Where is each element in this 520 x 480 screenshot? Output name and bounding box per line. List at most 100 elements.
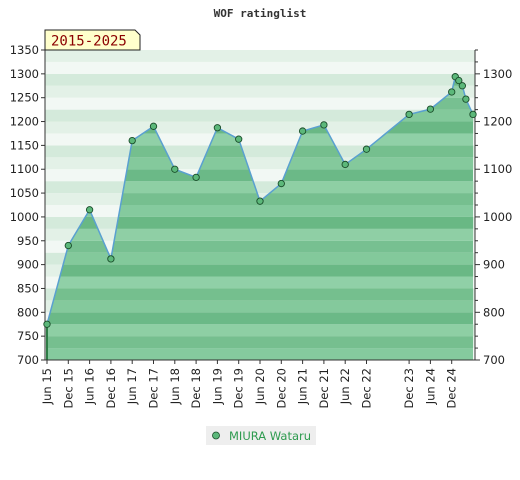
period-badge-label: 2015-2025 (51, 34, 127, 50)
x-tick-label: Jun 16 (83, 368, 97, 405)
data-point (405, 110, 413, 119)
area-band (47, 240, 473, 253)
background-band (45, 85, 475, 98)
x-tick-label: Jun 22 (338, 368, 352, 405)
background-band (45, 145, 475, 158)
y-tick-label-left: 950 (17, 234, 39, 248)
data-point (277, 179, 285, 188)
y-tick-label-left: 800 (17, 305, 39, 319)
x-tick-label: Dec 15 (61, 368, 75, 409)
data-point (192, 173, 200, 181)
x-tick-label: Jun 20 (253, 368, 267, 405)
x-tick-label: Dec 18 (189, 368, 203, 409)
legend-label: MIURA Wataru (229, 429, 311, 443)
data-point (341, 160, 349, 169)
legend-box (206, 426, 316, 445)
y-tick-label-right: 1200 (483, 115, 512, 129)
x-tick-label: Jun 24 (423, 368, 437, 405)
area-band (47, 264, 473, 277)
x-tick-label: Dec 24 (445, 368, 459, 409)
background-band (45, 169, 475, 182)
data-point (256, 197, 264, 205)
y-tick-label-left: 1250 (10, 91, 39, 105)
data-point (320, 121, 328, 129)
data-point (213, 124, 222, 132)
data-point (469, 110, 477, 119)
y-tick-label-right: 1300 (483, 67, 512, 81)
data-point (362, 145, 371, 153)
area-band (47, 312, 473, 325)
legend-marker (212, 431, 220, 440)
data-point (448, 88, 456, 96)
area-band (47, 324, 473, 337)
data-point (64, 241, 72, 250)
y-tick-label-right: 800 (483, 305, 505, 319)
y-tick-label-left: 850 (17, 281, 39, 295)
legend[interactable]: MIURA Wataru (206, 426, 316, 445)
background-band (45, 157, 475, 170)
x-tick-label: Dec 16 (104, 368, 118, 409)
area-band (47, 300, 473, 313)
series-markers (43, 73, 477, 328)
data-point (298, 127, 307, 135)
x-tick-label: Dec 19 (232, 368, 246, 409)
data-point (107, 255, 115, 263)
x-tick-label: Jun 18 (168, 368, 182, 405)
background-band (45, 181, 475, 194)
y-tick-label-left: 900 (17, 258, 39, 272)
y-axis-left: 700 750 800 850 900 950 1000 1050 1100 1150 1200 12… (10, 43, 45, 367)
area-band (47, 348, 473, 360)
background-band (45, 73, 475, 86)
data-point (455, 76, 463, 85)
data-point (128, 136, 136, 145)
background-band (45, 133, 475, 146)
area-band (47, 252, 473, 265)
area-band (47, 288, 473, 301)
background-band (45, 61, 475, 74)
x-tick-label: Dec 17 (147, 368, 161, 409)
y-tick-label-right: 900 (483, 258, 505, 272)
area-band (47, 276, 473, 289)
area-band (47, 205, 473, 217)
x-tick-label: Jun 15 (40, 368, 54, 405)
x-tick-label: Dec 21 (317, 368, 331, 409)
data-point (85, 206, 94, 214)
y-tick-label-left: 1300 (10, 67, 39, 81)
data-point (462, 95, 470, 103)
y-tick-label-left: 750 (17, 329, 39, 343)
y-tick-label-right: 1000 (483, 210, 512, 224)
y-axis-right: 700 800 900 1000 1100 1200 1300 (475, 49, 512, 367)
area-band (47, 216, 473, 229)
y-tick-label-left: 1050 (10, 186, 39, 200)
x-tick-label: Dec 23 (402, 368, 416, 409)
data-point (235, 135, 243, 143)
y-tick-label-left: 700 (17, 353, 39, 367)
period-badge-box (44, 29, 141, 51)
x-tick-label: Jun 19 (210, 368, 224, 405)
y-tick-label-right: 700 (483, 353, 505, 367)
background-band (45, 50, 475, 62)
x-tick-label: Jun 21 (296, 368, 310, 405)
x-tick-label: Jun 17 (125, 368, 139, 405)
data-point (426, 105, 435, 113)
y-tick-label-left: 1150 (10, 138, 39, 152)
chart-title: WOF ratinglist (214, 7, 307, 20)
period-badge: 2015-2025 (44, 29, 141, 51)
background-band (45, 121, 475, 134)
data-point (458, 82, 466, 90)
data-point (149, 122, 158, 130)
background-band (45, 109, 475, 122)
x-tick-label: Dec 20 (274, 368, 288, 409)
y-tick-label-left: 1350 (10, 43, 39, 57)
x-tick-label: Dec 22 (360, 368, 374, 409)
y-tick-label-left: 1100 (10, 162, 39, 176)
area-band (47, 228, 473, 241)
data-point (171, 165, 179, 173)
data-point (43, 320, 51, 328)
area-band (47, 336, 473, 349)
y-tick-label-left: 1200 (10, 115, 39, 129)
y-tick-label-right: 1100 (483, 162, 512, 176)
y-tick-label-left: 1000 (10, 210, 39, 224)
x-axis: Jun 15 Dec 15 Jun 16 Dec 16 Jun 17 Dec 17 Jun … (40, 360, 459, 409)
